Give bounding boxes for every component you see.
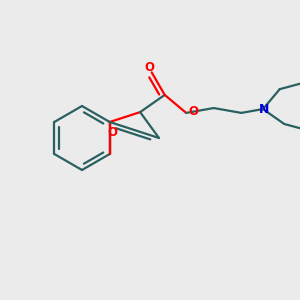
Text: O: O <box>108 125 118 139</box>
Text: O: O <box>145 61 155 74</box>
Text: N: N <box>259 103 269 116</box>
Text: O: O <box>188 105 198 119</box>
